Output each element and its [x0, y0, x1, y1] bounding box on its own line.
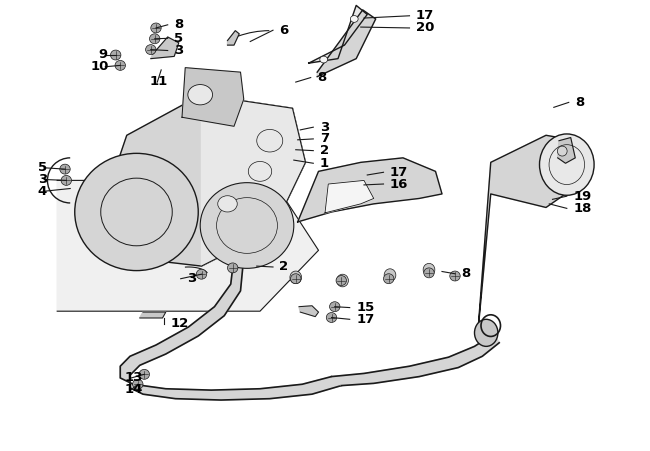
- Text: 10: 10: [91, 60, 109, 73]
- Ellipse shape: [75, 153, 198, 271]
- Polygon shape: [332, 334, 499, 386]
- Text: 4: 4: [38, 185, 47, 198]
- Text: 3: 3: [174, 44, 183, 57]
- Polygon shape: [317, 10, 376, 77]
- Text: 17: 17: [416, 9, 434, 22]
- Ellipse shape: [146, 45, 156, 55]
- Text: 3: 3: [320, 121, 329, 133]
- Polygon shape: [151, 37, 179, 59]
- Ellipse shape: [384, 269, 396, 281]
- Ellipse shape: [188, 85, 213, 105]
- Ellipse shape: [200, 183, 294, 268]
- Text: 14: 14: [125, 383, 143, 396]
- Ellipse shape: [474, 319, 498, 346]
- Ellipse shape: [326, 313, 337, 322]
- Ellipse shape: [337, 274, 348, 287]
- Text: 18: 18: [573, 202, 592, 215]
- Ellipse shape: [133, 379, 143, 389]
- Text: 8: 8: [317, 71, 326, 84]
- Ellipse shape: [111, 50, 121, 60]
- Text: 19: 19: [573, 190, 592, 202]
- Text: 9: 9: [99, 48, 108, 60]
- Text: 13: 13: [125, 372, 143, 384]
- Text: 8: 8: [462, 267, 471, 280]
- Text: 1: 1: [320, 157, 329, 170]
- Text: 3: 3: [38, 173, 47, 186]
- Ellipse shape: [424, 268, 434, 278]
- Text: 2: 2: [280, 261, 289, 273]
- Ellipse shape: [60, 164, 70, 174]
- Text: 7: 7: [320, 133, 329, 145]
- Ellipse shape: [320, 56, 328, 63]
- Text: 8: 8: [575, 96, 584, 109]
- Polygon shape: [182, 68, 244, 126]
- Polygon shape: [478, 135, 572, 334]
- Ellipse shape: [330, 302, 340, 312]
- Ellipse shape: [558, 146, 567, 156]
- Ellipse shape: [540, 134, 594, 195]
- Ellipse shape: [290, 271, 302, 284]
- Polygon shape: [101, 95, 306, 266]
- Text: 12: 12: [170, 318, 188, 330]
- Ellipse shape: [196, 269, 207, 279]
- Ellipse shape: [227, 263, 238, 273]
- Text: 17: 17: [356, 313, 374, 326]
- Polygon shape: [227, 31, 239, 45]
- Text: 5: 5: [174, 32, 183, 45]
- Text: 8: 8: [174, 18, 183, 31]
- Ellipse shape: [218, 196, 237, 212]
- Ellipse shape: [336, 276, 346, 285]
- Polygon shape: [202, 95, 306, 266]
- Text: 20: 20: [416, 22, 434, 34]
- Polygon shape: [140, 312, 166, 318]
- Ellipse shape: [115, 60, 125, 70]
- Ellipse shape: [139, 369, 150, 379]
- Text: 17: 17: [390, 166, 408, 179]
- Polygon shape: [57, 180, 318, 311]
- Ellipse shape: [291, 274, 301, 284]
- Polygon shape: [299, 306, 318, 317]
- Text: 3: 3: [187, 272, 196, 285]
- Polygon shape: [309, 5, 367, 63]
- Polygon shape: [120, 257, 341, 400]
- Text: 5: 5: [38, 161, 47, 174]
- Ellipse shape: [151, 23, 161, 33]
- Text: 15: 15: [356, 301, 374, 314]
- Ellipse shape: [61, 175, 72, 185]
- Text: 11: 11: [150, 75, 168, 87]
- Polygon shape: [558, 138, 575, 163]
- Text: 6: 6: [280, 24, 289, 37]
- Ellipse shape: [384, 274, 394, 284]
- Polygon shape: [325, 180, 374, 213]
- Ellipse shape: [350, 16, 358, 22]
- Ellipse shape: [257, 129, 283, 152]
- Ellipse shape: [423, 263, 435, 276]
- Text: 16: 16: [390, 178, 408, 190]
- Ellipse shape: [248, 161, 272, 181]
- Text: 2: 2: [320, 144, 329, 157]
- Ellipse shape: [150, 34, 160, 44]
- Polygon shape: [298, 158, 442, 222]
- Ellipse shape: [450, 271, 460, 281]
